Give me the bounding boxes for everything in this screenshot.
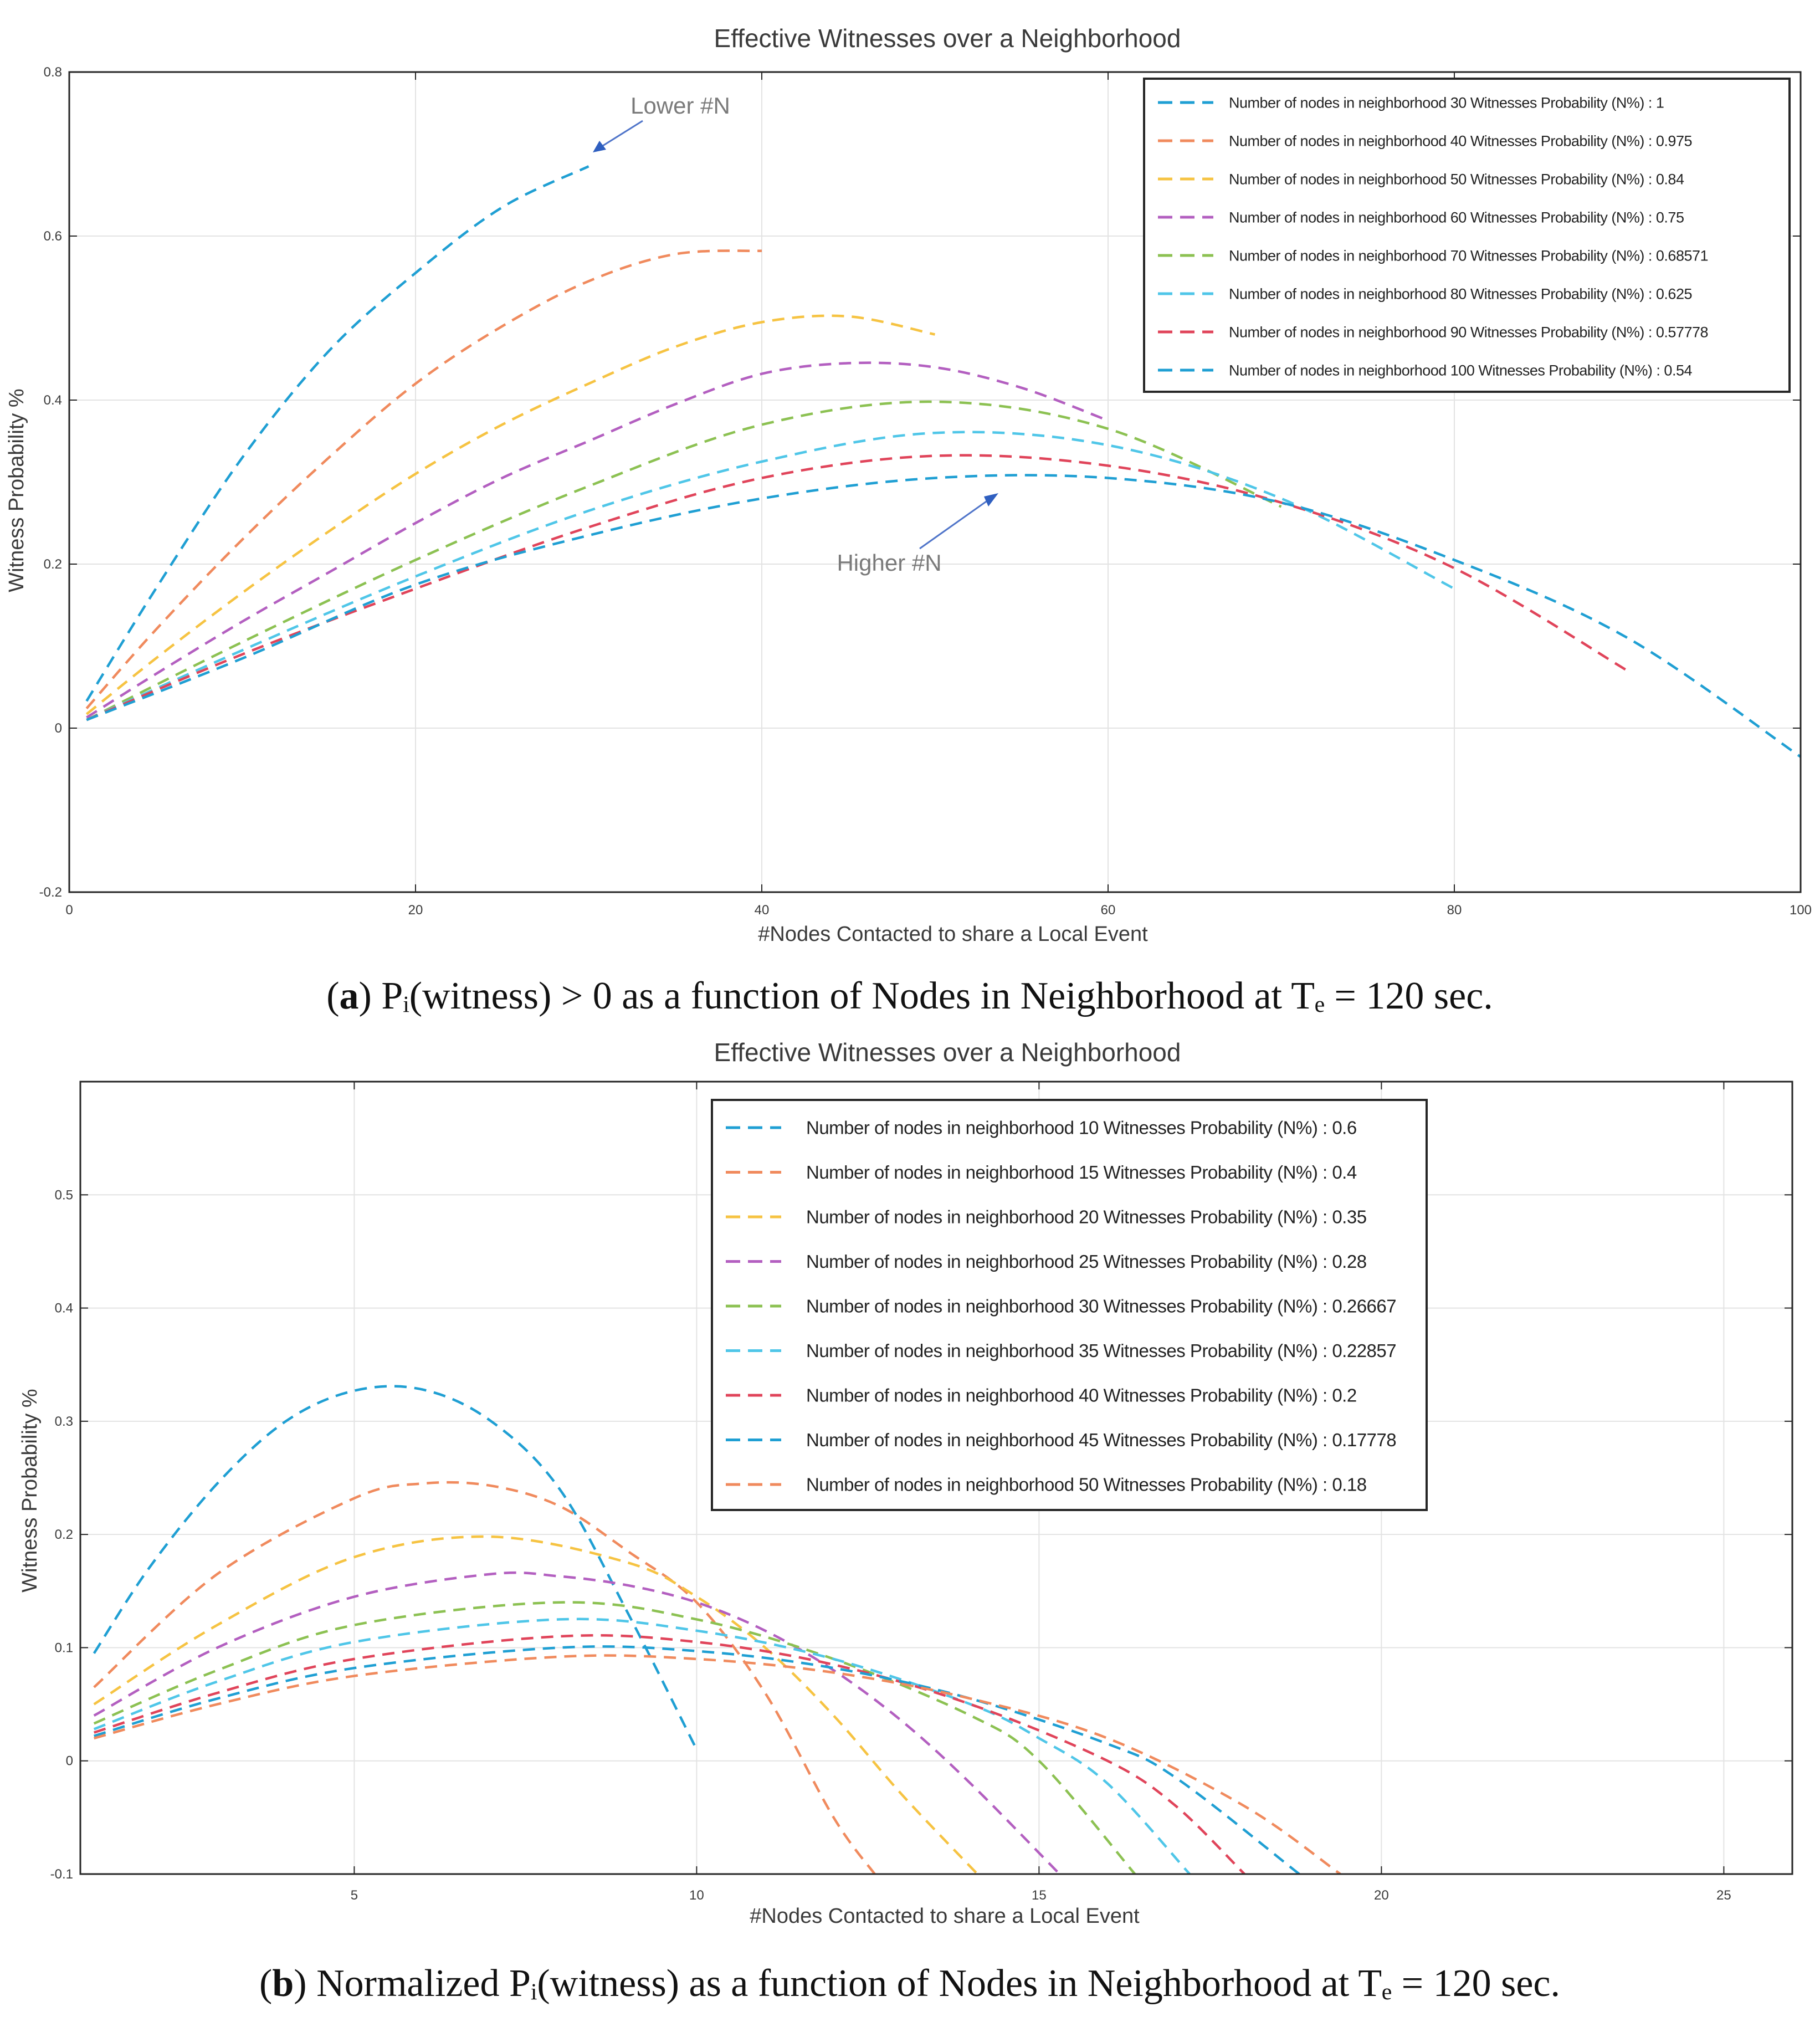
chart-b-legend-label-6: Number of nodes in neighborhood 35 Witne… (806, 1340, 1396, 1361)
chart-b-series-line-9 (94, 1654, 1341, 1874)
chart-a-x-axis-label: #Nodes Contacted to share a Local Event (758, 923, 1148, 946)
chart-b-y-tick-label: 0.2 (55, 1527, 73, 1542)
chart-a-y-tick-label: 0.6 (44, 229, 62, 244)
chart-a-series-line-1 (85, 165, 589, 702)
chart-b-title: Effective Witnesses over a Neighborhood (714, 1038, 1181, 1067)
chart-a-legend-label-2: Number of nodes in neighborhood 40 Witne… (1229, 132, 1692, 149)
chart-b-x-axis-label: #Nodes Contacted to share a Local Event (750, 1905, 1140, 1928)
chart-a-legend-label-1: Number of nodes in neighborhood 30 Witne… (1229, 94, 1664, 111)
chart-b-y-tick-label: 0 (66, 1754, 73, 1769)
chart-b-series-line-8 (94, 1645, 1300, 1874)
chart-a-plot-frame (68, 71, 1802, 893)
chart-a-y-tick-label: 0.8 (44, 65, 62, 80)
chart-a-x-tick-label: 100 (1790, 903, 1812, 918)
chart-a-x-tick-label: 60 (1101, 903, 1116, 918)
chart-a-legend-label-5: Number of nodes in neighborhood 70 Witne… (1229, 247, 1708, 264)
chart-b-legend-label-1: Number of nodes in neighborhood 10 Witne… (806, 1118, 1357, 1138)
chart-b-y-tick-label: 0.1 (55, 1640, 73, 1655)
caption-b: (b) Normalized Pᵢ(witness) as a function… (259, 1962, 1560, 2005)
chart-b-legend-label-2: Number of nodes in neighborhood 15 Witne… (806, 1162, 1357, 1183)
chart-a-series-line-3 (85, 314, 935, 715)
caption-b-text: Normalized Pᵢ(witness) as a function of … (307, 1962, 1560, 2005)
annotation-lower-n-label: Lower #N (630, 93, 730, 119)
chart-a-series (85, 165, 1801, 758)
chart-a-x-tick-label: 0 (65, 903, 73, 918)
annotation-higher-n: Higher #N (837, 493, 998, 576)
chart-a-legend-label-4: Number of nodes in neighborhood 60 Witne… (1229, 209, 1684, 226)
chart-a-y-tick-label: 0.2 (44, 557, 62, 572)
chart-a-legend-label-3: Number of nodes in neighborhood 50 Witne… (1229, 171, 1684, 187)
chart-b-legend-label-5: Number of nodes in neighborhood 30 Witne… (806, 1296, 1396, 1317)
chart-b-series-line-2 (93, 1481, 876, 1874)
chart-a-series-line-2 (85, 249, 762, 709)
chart-a-legend: Number of nodes in neighborhood 30 Witne… (1143, 78, 1791, 393)
caption-a-text: Pᵢ(witness) > 0 as a function of Nodes i… (372, 975, 1493, 1017)
chart-b-series-line-5 (93, 1601, 1136, 1874)
chart-a-legend-box (1143, 78, 1791, 393)
caption-b-letter: b (272, 1962, 294, 2005)
chart-a-ticks: 0 20 40 60 80 100-0.200.20.40.60.8 (39, 65, 1812, 918)
chart-b-series-line-7 (94, 1634, 1245, 1874)
chart-a-x-tick-label: 80 (1447, 903, 1462, 918)
chart-a-y-axis-label: Witness Probability % (5, 388, 28, 592)
chart-a-legend-label-6: Number of nodes in neighborhood 80 Witne… (1229, 285, 1692, 302)
chart-b-y-tick-label: 0.5 (55, 1187, 73, 1202)
chart-b-legend-label-9: Number of nodes in neighborhood 50 Witne… (806, 1475, 1367, 1495)
chart-b-legend-label-7: Number of nodes in neighborhood 40 Witne… (806, 1385, 1357, 1406)
chart-b-y-tick-label: -0.1 (50, 1867, 73, 1882)
annotation-lower-n-arrow (598, 120, 643, 150)
chart-a-series-line-6 (86, 431, 1455, 721)
chart-a-series-line-8 (86, 474, 1801, 758)
chart-a-y-tick-label: -0.2 (39, 885, 62, 900)
chart-b-legend-label-3: Number of nodes in neighborhood 20 Witne… (806, 1207, 1367, 1227)
chart-a-y-tick-label: 0.4 (44, 393, 62, 408)
chart-a-legend-label-7: Number of nodes in neighborhood 90 Witne… (1229, 324, 1708, 340)
chart-b: Effective Witnesses over a Neighborhood … (18, 1038, 1793, 1928)
chart-b-legend-label-8: Number of nodes in neighborhood 45 Witne… (806, 1430, 1396, 1450)
chart-a-series-line-5 (86, 400, 1282, 721)
chart-b-y-tick-label: 0.4 (55, 1301, 73, 1316)
caption-a: (a) Pᵢ(witness) > 0 as a function of Nod… (326, 975, 1493, 1017)
chart-b-legend: Number of nodes in neighborhood 10 Witne… (711, 1099, 1428, 1511)
chart-b-x-tick-label: 15 (1032, 1888, 1047, 1903)
annotation-higher-n-arrow (919, 496, 992, 550)
chart-a-x-tick-label: 40 (755, 903, 770, 918)
annotation-higher-n-arrowhead (984, 493, 998, 506)
annotation-lower-n: Lower #N (593, 93, 730, 152)
chart-b-legend-box (711, 1099, 1428, 1511)
chart-a-title: Effective Witnesses over a Neighborhood (714, 24, 1181, 53)
caption-a-letter: a (340, 975, 359, 1017)
chart-b-x-tick-label: 5 (351, 1888, 358, 1903)
chart-a: Effective Witnesses over a Neighborhood … (5, 24, 1812, 946)
chart-b-y-axis-label: Witness Probability % (18, 1389, 42, 1592)
chart-b-series-line-3 (93, 1535, 978, 1874)
chart-b-x-tick-label: 25 (1716, 1888, 1731, 1903)
annotation-higher-n-label: Higher #N (837, 550, 941, 576)
chart-b-plot-frame (79, 1081, 1793, 1875)
chart-a-y-tick-label: 0 (55, 721, 62, 736)
chart-a-series-line-4 (86, 361, 1109, 719)
chart-b-x-tick-label: 10 (689, 1888, 704, 1903)
chart-b-series (93, 1385, 1341, 1874)
chart-b-series-line-6 (93, 1617, 1191, 1874)
chart-a-legend-label-8: Number of nodes in neighborhood 100 Witn… (1229, 362, 1692, 378)
annotation-lower-n-arrowhead (593, 141, 606, 152)
chart-b-legend-label-4: Number of nodes in neighborhood 25 Witne… (806, 1251, 1367, 1272)
chart-b-series-line-4 (93, 1571, 1061, 1874)
chart-a-x-tick-label: 20 (408, 903, 423, 918)
chart-b-x-tick-label: 20 (1374, 1888, 1389, 1903)
chart-b-ticks: 5 10 15 20 25 -0.1 0 0.1 0.2 0.3 0.4 0.5 (50, 1082, 1792, 1903)
chart-b-y-tick-label: 0.3 (55, 1414, 73, 1429)
